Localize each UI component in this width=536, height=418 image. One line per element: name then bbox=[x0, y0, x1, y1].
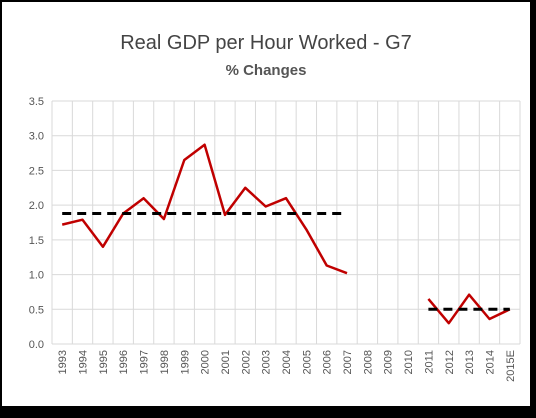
x-tick-label: 2003 bbox=[261, 350, 273, 374]
x-tick-label: 1997 bbox=[139, 350, 151, 374]
y-tick-label: 1.0 bbox=[29, 270, 44, 282]
chart-title: Real GDP per Hour Worked - G7 bbox=[120, 32, 412, 54]
x-tick-label: 2010 bbox=[403, 350, 415, 374]
y-tick-label: 3.0 bbox=[29, 131, 44, 143]
x-tick-label: 2013 bbox=[464, 350, 476, 374]
y-tick-label: 0.0 bbox=[29, 339, 44, 351]
chart-area: 0.0 0.5 1.0 1.5 2.0 2.5 3.0 3.5 1993 1994 1995 1996… bbox=[2, 2, 530, 406]
x-tick-label: 2004 bbox=[281, 350, 293, 374]
y-tick-label: 0.5 bbox=[29, 304, 44, 316]
x-tick-label: 2015E bbox=[505, 350, 517, 382]
x-tick-label: 2005 bbox=[301, 350, 313, 374]
gdp-growth-line bbox=[427, 293, 511, 325]
x-tick-label: 2000 bbox=[200, 350, 212, 374]
x-tick-label: 2009 bbox=[383, 350, 395, 374]
x-tick-label: 1995 bbox=[98, 350, 110, 374]
x-tick-label: 2014 bbox=[484, 350, 496, 374]
x-tick-label: 1996 bbox=[118, 350, 130, 374]
line-chart: 0.0 0.5 1.0 1.5 2.0 2.5 3.0 3.5 1993 1994 1995 1996… bbox=[29, 96, 521, 382]
x-tick-label: 2007 bbox=[342, 350, 354, 374]
x-tick-label: 2012 bbox=[444, 350, 456, 374]
y-tick-label: 2.0 bbox=[29, 200, 44, 212]
y-tick-label: 3.5 bbox=[29, 96, 44, 108]
x-tick-label: 1998 bbox=[159, 350, 171, 374]
x-tick-label: 1994 bbox=[78, 350, 90, 374]
x-tick-label: 2001 bbox=[220, 350, 232, 374]
y-tick-label: 2.5 bbox=[29, 165, 44, 177]
x-tick-label: 1993 bbox=[57, 350, 69, 374]
x-tick-label: 2006 bbox=[322, 350, 334, 374]
x-tick-label: 2011 bbox=[423, 350, 435, 374]
chart-subtitle: % Changes bbox=[225, 62, 307, 79]
gdp-growth-line bbox=[61, 143, 348, 275]
x-tick-label: 1999 bbox=[179, 350, 191, 374]
x-tick-label: 2002 bbox=[240, 350, 252, 374]
y-tick-label: 1.5 bbox=[29, 235, 44, 247]
x-tick-label: 2008 bbox=[362, 350, 374, 374]
